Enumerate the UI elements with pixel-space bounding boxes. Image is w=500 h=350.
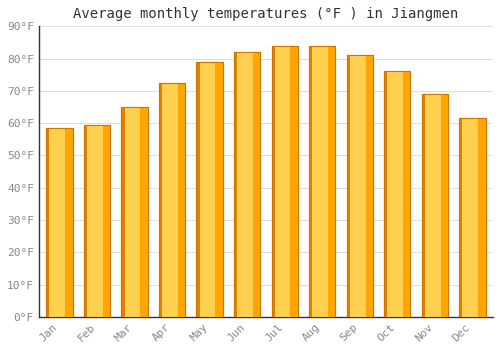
Bar xyxy=(46,128,72,317)
Bar xyxy=(272,46,298,317)
Bar xyxy=(346,55,373,317)
Bar xyxy=(328,46,336,317)
Bar xyxy=(422,94,448,317)
Bar xyxy=(384,71,410,317)
Bar xyxy=(462,118,478,317)
Title: Average monthly temperatures (°F ) in Jiangmen: Average monthly temperatures (°F ) in Ji… xyxy=(74,7,458,21)
Bar xyxy=(84,125,110,317)
Bar xyxy=(425,94,440,317)
Bar xyxy=(124,107,140,317)
Bar xyxy=(290,46,298,317)
Bar xyxy=(272,46,298,317)
Bar xyxy=(346,55,350,317)
Bar xyxy=(87,125,103,317)
Bar xyxy=(234,52,260,317)
Bar xyxy=(122,107,124,317)
Bar xyxy=(65,128,72,317)
Bar xyxy=(159,83,185,317)
Bar xyxy=(159,83,162,317)
Bar xyxy=(237,52,253,317)
Bar xyxy=(346,55,373,317)
Bar xyxy=(178,83,185,317)
Bar xyxy=(309,46,336,317)
Bar xyxy=(440,94,448,317)
Bar xyxy=(312,46,328,317)
Bar xyxy=(350,55,366,317)
Bar xyxy=(274,46,290,317)
Bar xyxy=(384,71,388,317)
Bar xyxy=(478,118,486,317)
Bar xyxy=(309,46,336,317)
Bar xyxy=(403,71,410,317)
Bar xyxy=(422,94,448,317)
Bar xyxy=(46,128,50,317)
Bar xyxy=(460,118,462,317)
Bar xyxy=(84,125,87,317)
Bar xyxy=(159,83,185,317)
Bar xyxy=(460,118,485,317)
Bar xyxy=(366,55,373,317)
Bar xyxy=(216,62,223,317)
Bar xyxy=(234,52,237,317)
Bar xyxy=(84,125,110,317)
Bar xyxy=(422,94,425,317)
Bar xyxy=(234,52,260,317)
Bar xyxy=(253,52,260,317)
Bar xyxy=(46,128,72,317)
Bar xyxy=(50,128,65,317)
Bar xyxy=(196,62,223,317)
Bar xyxy=(103,125,110,317)
Bar xyxy=(122,107,148,317)
Bar xyxy=(272,46,274,317)
Bar xyxy=(384,71,410,317)
Bar xyxy=(388,71,403,317)
Bar xyxy=(122,107,148,317)
Bar xyxy=(200,62,216,317)
Bar xyxy=(196,62,223,317)
Bar xyxy=(309,46,312,317)
Bar xyxy=(162,83,178,317)
Bar xyxy=(460,118,485,317)
Bar xyxy=(196,62,200,317)
Bar xyxy=(140,107,147,317)
